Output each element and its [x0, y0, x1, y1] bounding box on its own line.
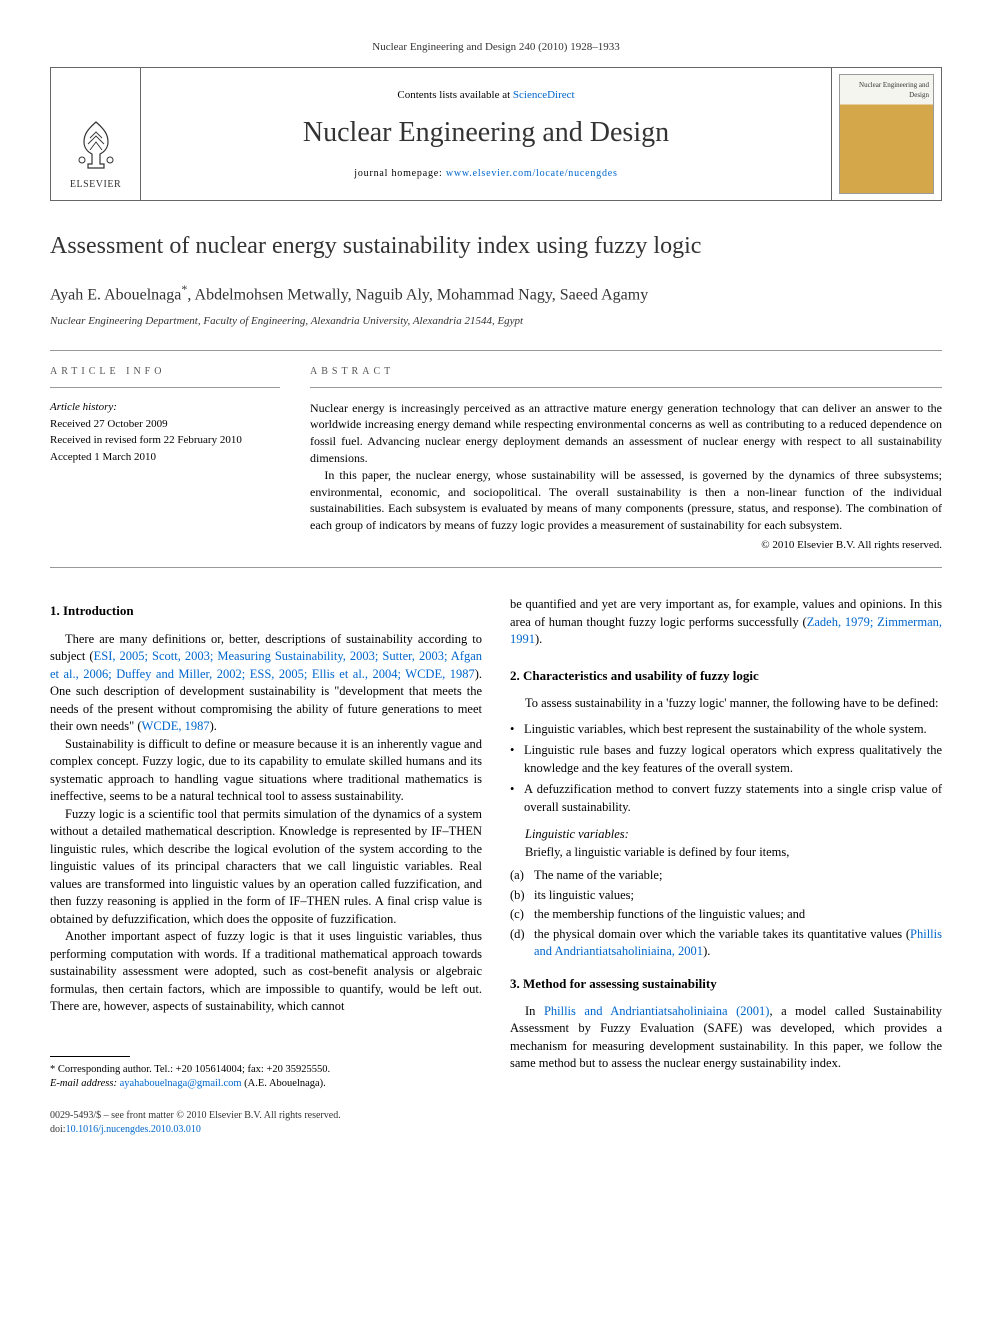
history-received: Received 27 October 2009	[50, 417, 280, 432]
footer-issn: 0029-5493/$ – see front matter © 2010 El…	[50, 1109, 942, 1123]
journal-center: Contents lists available at ScienceDirec…	[141, 68, 831, 200]
s2-ld: (d)the physical domain over which the va…	[510, 926, 942, 961]
body-columns: 1. Introduction There are many definitio…	[50, 596, 942, 1091]
section-2-heading: 2. Characteristics and usability of fuzz…	[510, 667, 942, 685]
affiliation: Nuclear Engineering Department, Faculty …	[50, 314, 942, 329]
s1-p1: There are many definitions or, better, d…	[50, 631, 482, 736]
elsevier-tree-icon	[66, 114, 126, 174]
s1-p1-refs[interactable]: ESI, 2005; Scott, 2003; Measuring Sustai…	[50, 649, 482, 681]
footnote-email[interactable]: ayahabouelnaga@gmail.com	[120, 1078, 242, 1089]
journal-name: Nuclear Engineering and Design	[303, 113, 669, 152]
corresponding-mark: *	[181, 282, 187, 296]
s1-p4: Another important aspect of fuzzy logic …	[50, 928, 482, 1016]
homepage-link[interactable]: www.elsevier.com/locate/nucengdes	[446, 168, 618, 179]
s2-ld-a: the physical domain over which the varia…	[534, 927, 910, 941]
s2-la: (a)The name of the variable;	[510, 867, 942, 885]
s3-p1-ref[interactable]: Phillis and Andriantiatsaholiniaina (200…	[544, 1004, 770, 1018]
s1-p2: Sustainability is difficult to define or…	[50, 736, 482, 806]
cover-title: Nuclear Engineering and Design	[844, 81, 929, 101]
s2-lb-text: its linguistic values;	[534, 888, 634, 902]
section-1-heading: 1. Introduction	[50, 602, 482, 620]
footer-doi-label: doi:	[50, 1124, 66, 1135]
journal-header-box: ELSEVIER Contents lists available at Sci…	[50, 67, 942, 201]
s2-bullet-1: Linguistic variables, which best represe…	[510, 721, 942, 739]
history-label: Article history:	[50, 400, 280, 415]
s1-p4-cont-b: ).	[535, 632, 542, 646]
section-3-heading: 3. Method for assessing sustainability	[510, 975, 942, 993]
contents-prefix: Contents lists available at	[397, 89, 512, 101]
journal-cover-thumbnail: Nuclear Engineering and Design	[839, 74, 934, 194]
article-title: Assessment of nuclear energy sustainabil…	[50, 231, 942, 262]
s1-p3: Fuzzy logic is a scientific tool that pe…	[50, 806, 482, 929]
s2-lc: (c)the membership functions of the lingu…	[510, 906, 942, 924]
s2-lb: (b)its linguistic values;	[510, 887, 942, 905]
header-citation: Nuclear Engineering and Design 240 (2010…	[50, 40, 942, 55]
info-abstract-row: article info Article history: Received 2…	[50, 350, 942, 569]
info-heading: article info	[50, 365, 280, 388]
history-revised: Received in revised form 22 February 201…	[50, 433, 280, 448]
abstract-copyright: © 2010 Elsevier B.V. All rights reserved…	[310, 538, 942, 553]
history-accepted: Accepted 1 March 2010	[50, 450, 280, 465]
abstract-heading: abstract	[310, 365, 942, 388]
s3-p1: In Phillis and Andriantiatsaholiniaina (…	[510, 1003, 942, 1073]
left-column: 1. Introduction There are many definitio…	[50, 596, 482, 1091]
s2-bullet-3: A defuzzification method to convert fuzz…	[510, 781, 942, 816]
s2-la-text: The name of the variable;	[534, 868, 662, 882]
article-info: article info Article history: Received 2…	[50, 365, 280, 554]
right-column: be quantified and yet are very important…	[510, 596, 942, 1091]
footnote-block: * Corresponding author. Tel.: +20 105614…	[50, 1063, 482, 1091]
journal-homepage: journal homepage: www.elsevier.com/locat…	[354, 167, 617, 181]
linguistic-variables-block: Linguistic variables: Briefly, a linguis…	[525, 826, 942, 861]
s2-lc-text: the membership functions of the linguist…	[534, 907, 805, 921]
publisher-name: ELSEVIER	[70, 178, 121, 192]
s2-lettered-list: (a)The name of the variable; (b)its ling…	[510, 867, 942, 961]
footnote-email-suffix: (A.E. Abouelnaga).	[242, 1078, 326, 1089]
footnote-corresponding: * Corresponding author. Tel.: +20 105614…	[50, 1063, 482, 1077]
s2-ld-b: ).	[703, 944, 710, 958]
cover-block: Nuclear Engineering and Design	[831, 68, 941, 200]
s2-bullet-2: Linguistic rule bases and fuzzy logical …	[510, 742, 942, 777]
abstract-p1: Nuclear energy is increasingly perceived…	[310, 400, 942, 467]
footnote-email-label: E-mail address:	[50, 1078, 120, 1089]
sciencedirect-link[interactable]: ScienceDirect	[513, 89, 575, 101]
homepage-prefix: journal homepage:	[354, 168, 446, 179]
s2-intro: To assess sustainability in a 'fuzzy log…	[510, 695, 942, 713]
publisher-logo-block: ELSEVIER	[51, 68, 141, 200]
abstract: abstract Nuclear energy is increasingly …	[310, 365, 942, 554]
lv-label: Linguistic variables:	[525, 827, 629, 841]
contents-line: Contents lists available at ScienceDirec…	[397, 88, 574, 103]
s1-p1-ref2[interactable]: WCDE, 1987	[142, 719, 210, 733]
footnote-email-line: E-mail address: ayahabouelnaga@gmail.com…	[50, 1077, 482, 1091]
footer-doi[interactable]: 10.1016/j.nucengdes.2010.03.010	[66, 1124, 201, 1135]
s1-p4-cont: be quantified and yet are very important…	[510, 596, 942, 649]
footnote-separator	[50, 1056, 130, 1057]
abstract-p2: In this paper, the nuclear energy, whose…	[310, 467, 942, 534]
footer: 0029-5493/$ – see front matter © 2010 El…	[50, 1109, 942, 1137]
s1-p1c: ).	[210, 719, 217, 733]
authors: Ayah E. Abouelnaga*, Abdelmohsen Metwall…	[50, 281, 942, 307]
lv-intro: Briefly, a linguistic variable is define…	[525, 844, 942, 862]
s3-p1a: In	[525, 1004, 544, 1018]
footer-doi-line: doi:10.1016/j.nucengdes.2010.03.010	[50, 1123, 942, 1137]
s2-bullets: Linguistic variables, which best represe…	[510, 721, 942, 817]
